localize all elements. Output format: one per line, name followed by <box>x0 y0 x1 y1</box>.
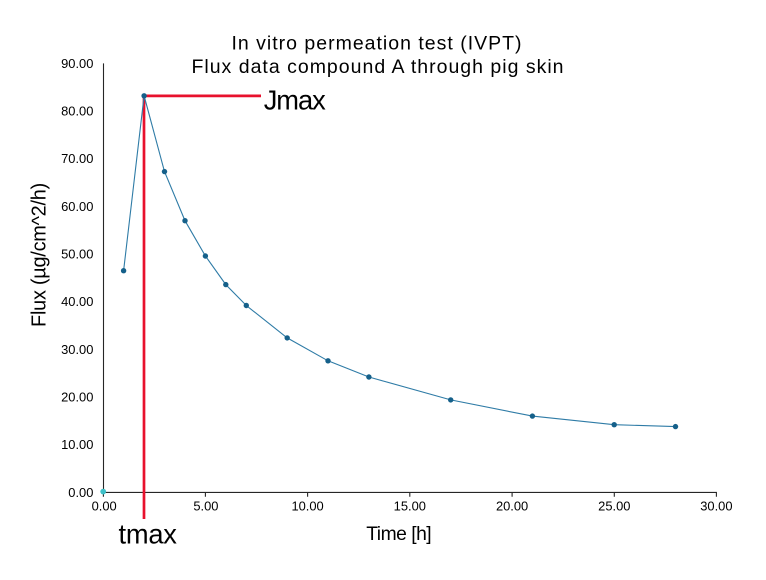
svg-text:In vitro permeation test (IVPT: In vitro permeation test (IVPT) <box>231 33 522 55</box>
svg-text:50.00: 50.00 <box>61 247 93 262</box>
svg-text:40.00: 40.00 <box>61 294 93 309</box>
svg-text:0.00: 0.00 <box>92 499 117 514</box>
svg-text:20.00: 20.00 <box>61 390 93 405</box>
svg-text:30.00: 30.00 <box>700 499 732 514</box>
svg-text:15.00: 15.00 <box>394 499 426 514</box>
svg-text:20.00: 20.00 <box>496 499 528 514</box>
svg-text:Jmax: Jmax <box>264 85 326 116</box>
svg-text:0.00: 0.00 <box>68 485 93 500</box>
svg-text:30.00: 30.00 <box>61 342 93 357</box>
svg-text:60.00: 60.00 <box>61 199 93 214</box>
svg-text:10.00: 10.00 <box>61 437 93 452</box>
svg-text:Flux data compound A through p: Flux data compound A through pig skin <box>191 56 564 78</box>
svg-text:5.00: 5.00 <box>193 499 218 514</box>
svg-text:tmax: tmax <box>119 519 178 550</box>
svg-text:80.00: 80.00 <box>61 104 93 119</box>
svg-text:10.00: 10.00 <box>291 499 323 514</box>
svg-text:25.00: 25.00 <box>598 499 630 514</box>
svg-text:Flux (µg/cm^2/h): Flux (µg/cm^2/h) <box>28 183 50 327</box>
svg-text:70.00: 70.00 <box>61 151 93 166</box>
svg-text:90.00: 90.00 <box>61 56 93 71</box>
svg-text:Time [h]: Time [h] <box>366 524 431 545</box>
